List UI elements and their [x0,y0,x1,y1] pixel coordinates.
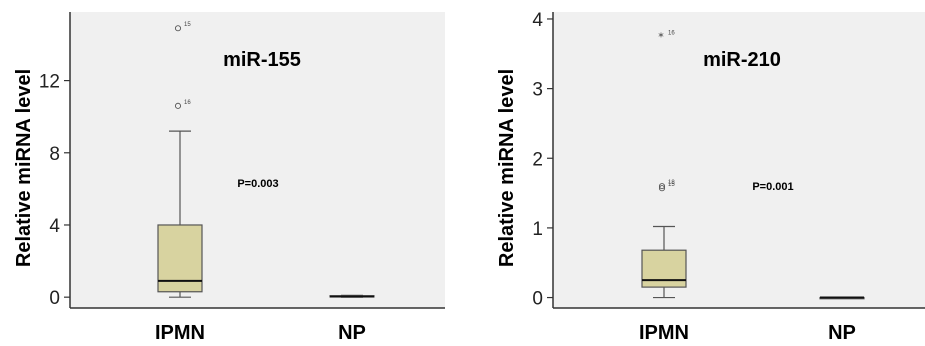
box-iqr [641,249,687,288]
outlier-point [658,183,666,190]
y-tick-label: 3 [532,80,543,101]
outlier-point [658,185,666,192]
outlier-label: 15 [668,182,675,188]
y-tick-label: 12 [39,72,60,93]
outlier-point [174,102,182,109]
outlier-label: 16 [184,100,191,106]
y-tick-label: 1 [532,219,543,240]
y-tick-label: 4 [49,216,60,237]
x-category-label-np: NP [828,322,856,344]
y-tick-label: 8 [49,144,60,165]
y-tick-label: 2 [532,149,543,170]
chart-title: miR-210 [703,49,781,71]
y-axis-label: Relative miRNA level [13,69,35,267]
outlier-label: 18 [668,180,675,186]
outlier-label: 15 [184,22,191,28]
box-np [329,294,375,298]
y-ticks: 0 1 2 3 4 [532,10,553,310]
p-value-annotation: P=0.003 [237,178,278,190]
outlier-point [174,25,182,32]
box-np [819,296,865,300]
y-ticks: 0 4 8 12 [39,72,70,309]
y-tick-label: 4 [532,10,543,31]
plot-background [70,12,445,308]
outlier-label: 16 [668,30,675,36]
p-value-annotation: P=0.001 [752,181,793,193]
outlier-star: * [658,30,664,43]
chart-title: miR-155 [223,49,301,71]
y-tick-label: 0 [532,289,543,310]
x-category-label-ipmn: IPMN [155,322,205,344]
x-category-label-np: NP [338,322,366,344]
y-axis-label: Relative miRNA level [496,69,518,267]
y-tick-label: 0 [49,288,60,309]
x-category-label-ipmn: IPMN [639,322,689,344]
plot-background [553,12,925,308]
